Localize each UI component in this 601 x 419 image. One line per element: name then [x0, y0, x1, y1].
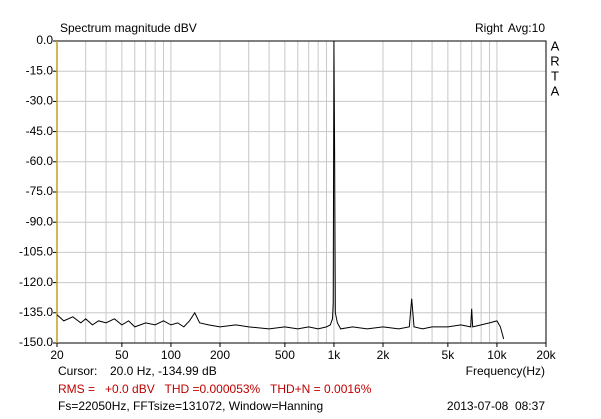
x-tick-label: 200 — [210, 348, 230, 362]
x-axis-label: Frequency(Hz) — [466, 364, 545, 378]
y-tick-label: -15.0 — [26, 63, 54, 77]
x-tick-label: 20k — [536, 348, 556, 362]
y-tick-label: -45.0 — [26, 124, 54, 138]
chart-title: Spectrum magnitude dBV — [60, 21, 197, 35]
y-tick-label: -150.0 — [19, 335, 53, 349]
settings: Fs=22050Hz, FFTsize=131072, Window=Hanni… — [58, 399, 323, 413]
y-tick-label: -135.0 — [19, 305, 53, 319]
y-tick-label: -75.0 — [26, 184, 54, 198]
timestamp: 2013-07-08 08:37 — [447, 399, 545, 413]
channel: Right — [475, 21, 504, 35]
brand-letter: T — [551, 68, 559, 83]
x-tick-label: 5k — [442, 348, 456, 362]
brand-letter: R — [550, 53, 559, 68]
x-tick-label: 2k — [377, 348, 391, 362]
y-tick-label: -105.0 — [19, 245, 53, 259]
cursor-value: 20.0 Hz, -134.99 dB — [110, 364, 217, 378]
brand-letter: A — [551, 83, 560, 98]
x-tick-label: 10k — [487, 348, 507, 362]
measurements: RMS = +0.0 dBV THD =0.000053% THD+N = 0.… — [58, 382, 372, 396]
x-tick-label: 500 — [275, 348, 295, 362]
y-tick-label: -90.0 — [26, 214, 54, 228]
spectrum-line — [56, 40, 505, 340]
averaging: Avg:10 — [508, 21, 545, 35]
x-tick-label: 20 — [50, 348, 64, 362]
x-tick-label: 1k — [328, 348, 342, 362]
brand-letter: A — [551, 38, 560, 53]
cursor-label: Cursor: — [58, 364, 97, 378]
y-tick-label: 0.0 — [36, 33, 53, 47]
x-tick-label: 50 — [115, 348, 129, 362]
y-tick-label: -60.0 — [26, 154, 54, 168]
y-tick-label: -30.0 — [26, 94, 54, 108]
x-tick-label: 100 — [161, 348, 181, 362]
y-tick-label: -120.0 — [19, 275, 53, 289]
